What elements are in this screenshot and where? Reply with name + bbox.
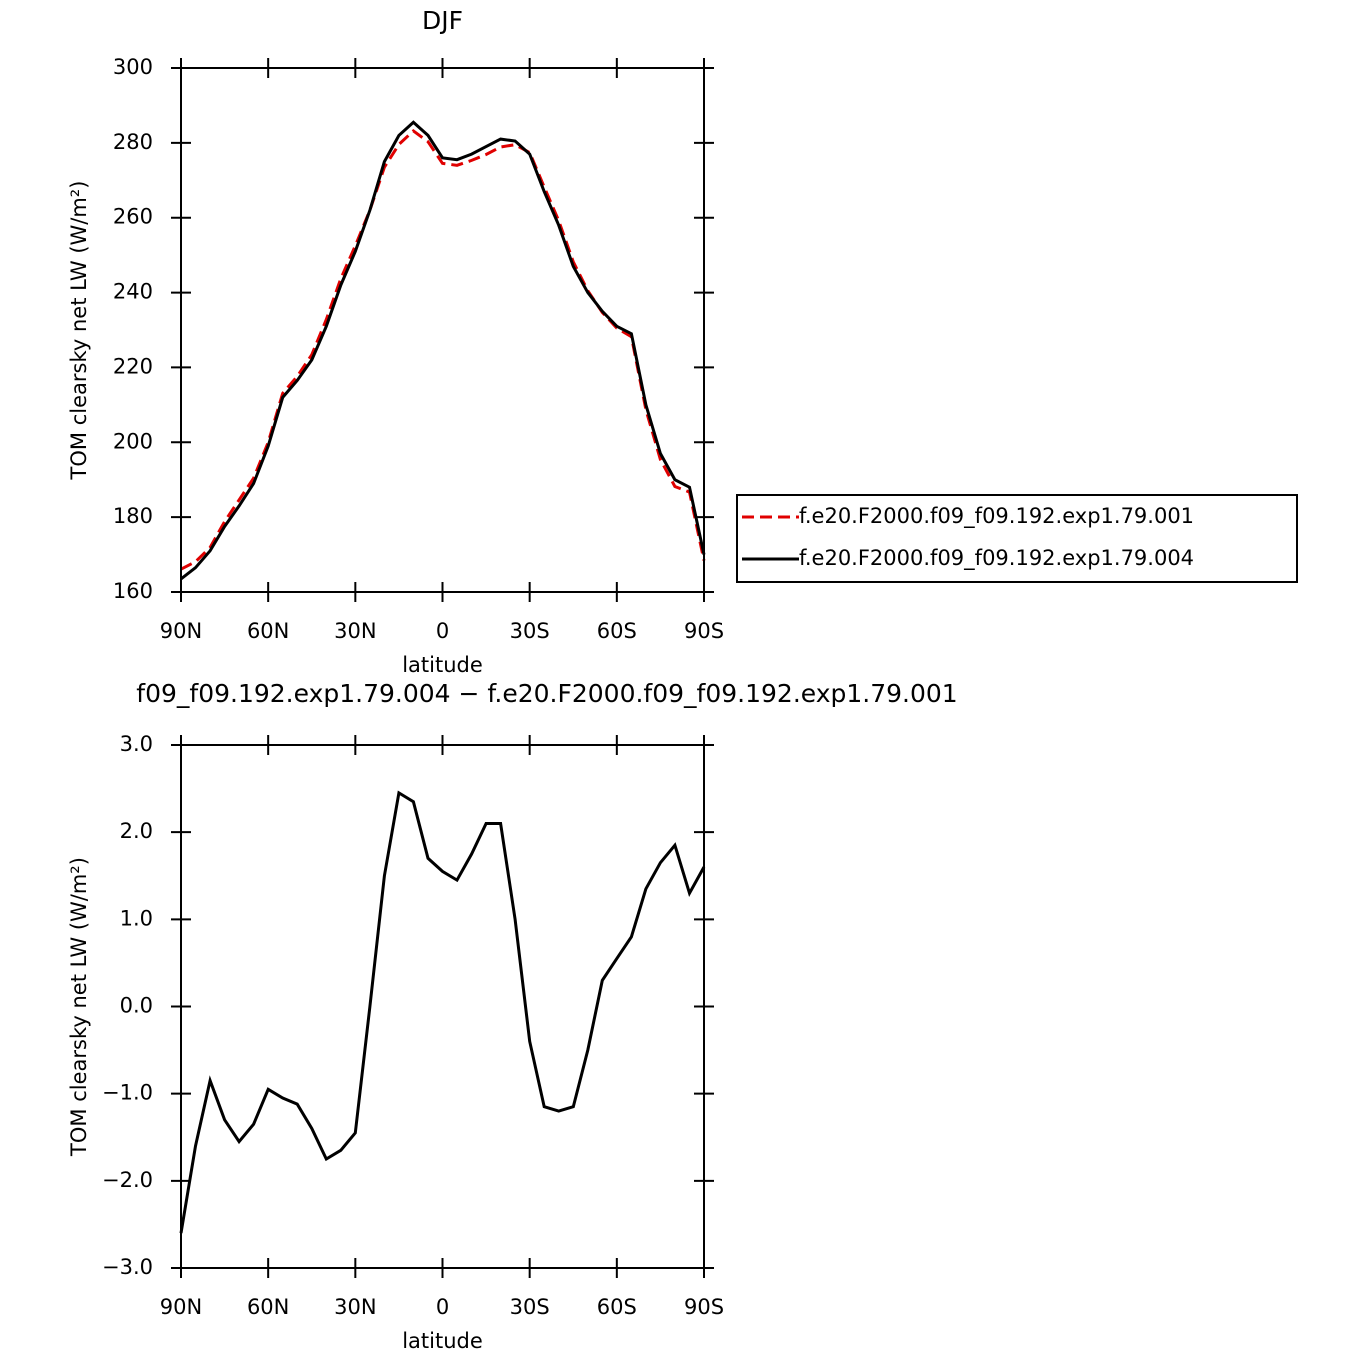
y-tick-label: −2.0	[102, 1168, 153, 1192]
x-tick-label: 60S	[597, 619, 637, 643]
x-tick-label: 30N	[334, 1295, 376, 1319]
y-tick-label: −1.0	[102, 1081, 153, 1105]
y-axis-label: TOM clearsky net LW (W/m²)	[67, 857, 91, 1157]
legend-box	[736, 494, 1298, 583]
y-tick-label: 160	[113, 579, 153, 603]
plot-frame	[180, 67, 705, 593]
x-tick-label: 30S	[510, 1295, 550, 1319]
legend-label: f.e20.F2000.f09_f09.192.exp1.79.004	[799, 546, 1194, 571]
y-tick-label: 200	[113, 429, 153, 453]
data-line	[179, 790, 706, 1234]
chart-title: f09_f09.192.exp1.79.004 − f.e20.F2000.f0…	[136, 679, 957, 708]
data-line	[180, 120, 706, 581]
x-axis-label: latitude	[402, 1329, 483, 1353]
y-tick-label: −3.0	[102, 1255, 153, 1279]
x-tick-label: 60N	[247, 1295, 289, 1319]
x-tick-label: 0	[436, 1295, 449, 1319]
y-tick-label: 280	[113, 130, 153, 154]
y-tick-label: 300	[113, 55, 153, 79]
x-tick-label: 60S	[597, 1295, 637, 1319]
y-tick-label: 220	[113, 354, 153, 378]
chart-title: DJF	[422, 6, 463, 35]
y-tick-label: 240	[113, 280, 153, 304]
plot-frame	[180, 744, 705, 1269]
y-tick-label: 1.0	[120, 906, 153, 930]
x-tick-label: 30S	[510, 619, 550, 643]
y-tick-label: 2.0	[120, 819, 153, 843]
x-tick-label: 30N	[334, 619, 376, 643]
y-tick-label: 0.0	[120, 994, 153, 1018]
data-line	[180, 128, 706, 571]
y-axis-label: TOM clearsky net LW (W/m²)	[67, 181, 91, 481]
x-tick-label: 90S	[684, 619, 724, 643]
y-tick-label: 180	[113, 504, 153, 528]
legend-label: f.e20.F2000.f09_f09.192.exp1.79.001	[799, 504, 1194, 529]
x-axis-label: latitude	[402, 653, 483, 677]
y-tick-label: 3.0	[120, 732, 153, 756]
y-tick-label: 260	[113, 205, 153, 229]
x-tick-label: 0	[436, 619, 449, 643]
x-tick-label: 60N	[247, 619, 289, 643]
x-tick-label: 90N	[160, 1295, 202, 1319]
x-tick-label: 90N	[160, 619, 202, 643]
x-tick-label: 90S	[684, 1295, 724, 1319]
